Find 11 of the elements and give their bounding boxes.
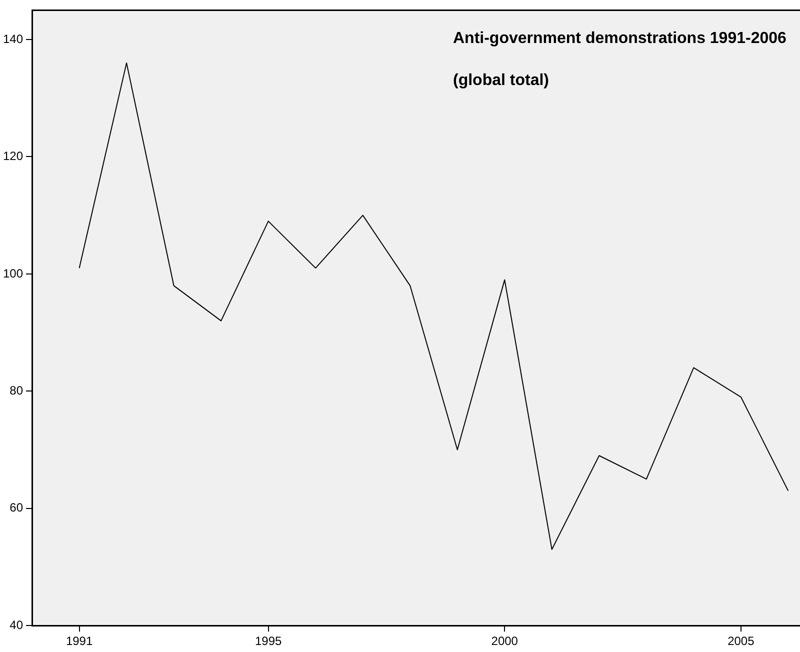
x-tick-label: 1991 [66, 634, 93, 648]
y-tick-label: 120 [2, 149, 24, 164]
y-tick-label: 60 [10, 500, 24, 515]
x-tick-label: 2000 [491, 634, 518, 648]
x-tick-label: 2005 [728, 634, 755, 648]
y-tick-label: 140 [2, 32, 24, 46]
x-tick-label: 1995 [254, 634, 282, 648]
y-tick-label: 80 [10, 383, 24, 398]
y-tick-label: 100 [2, 266, 24, 280]
y-tick-label: 40 [10, 618, 24, 632]
chart-title: Anti-government demonstrations 1991-2006 (global total) [453, 30, 786, 90]
